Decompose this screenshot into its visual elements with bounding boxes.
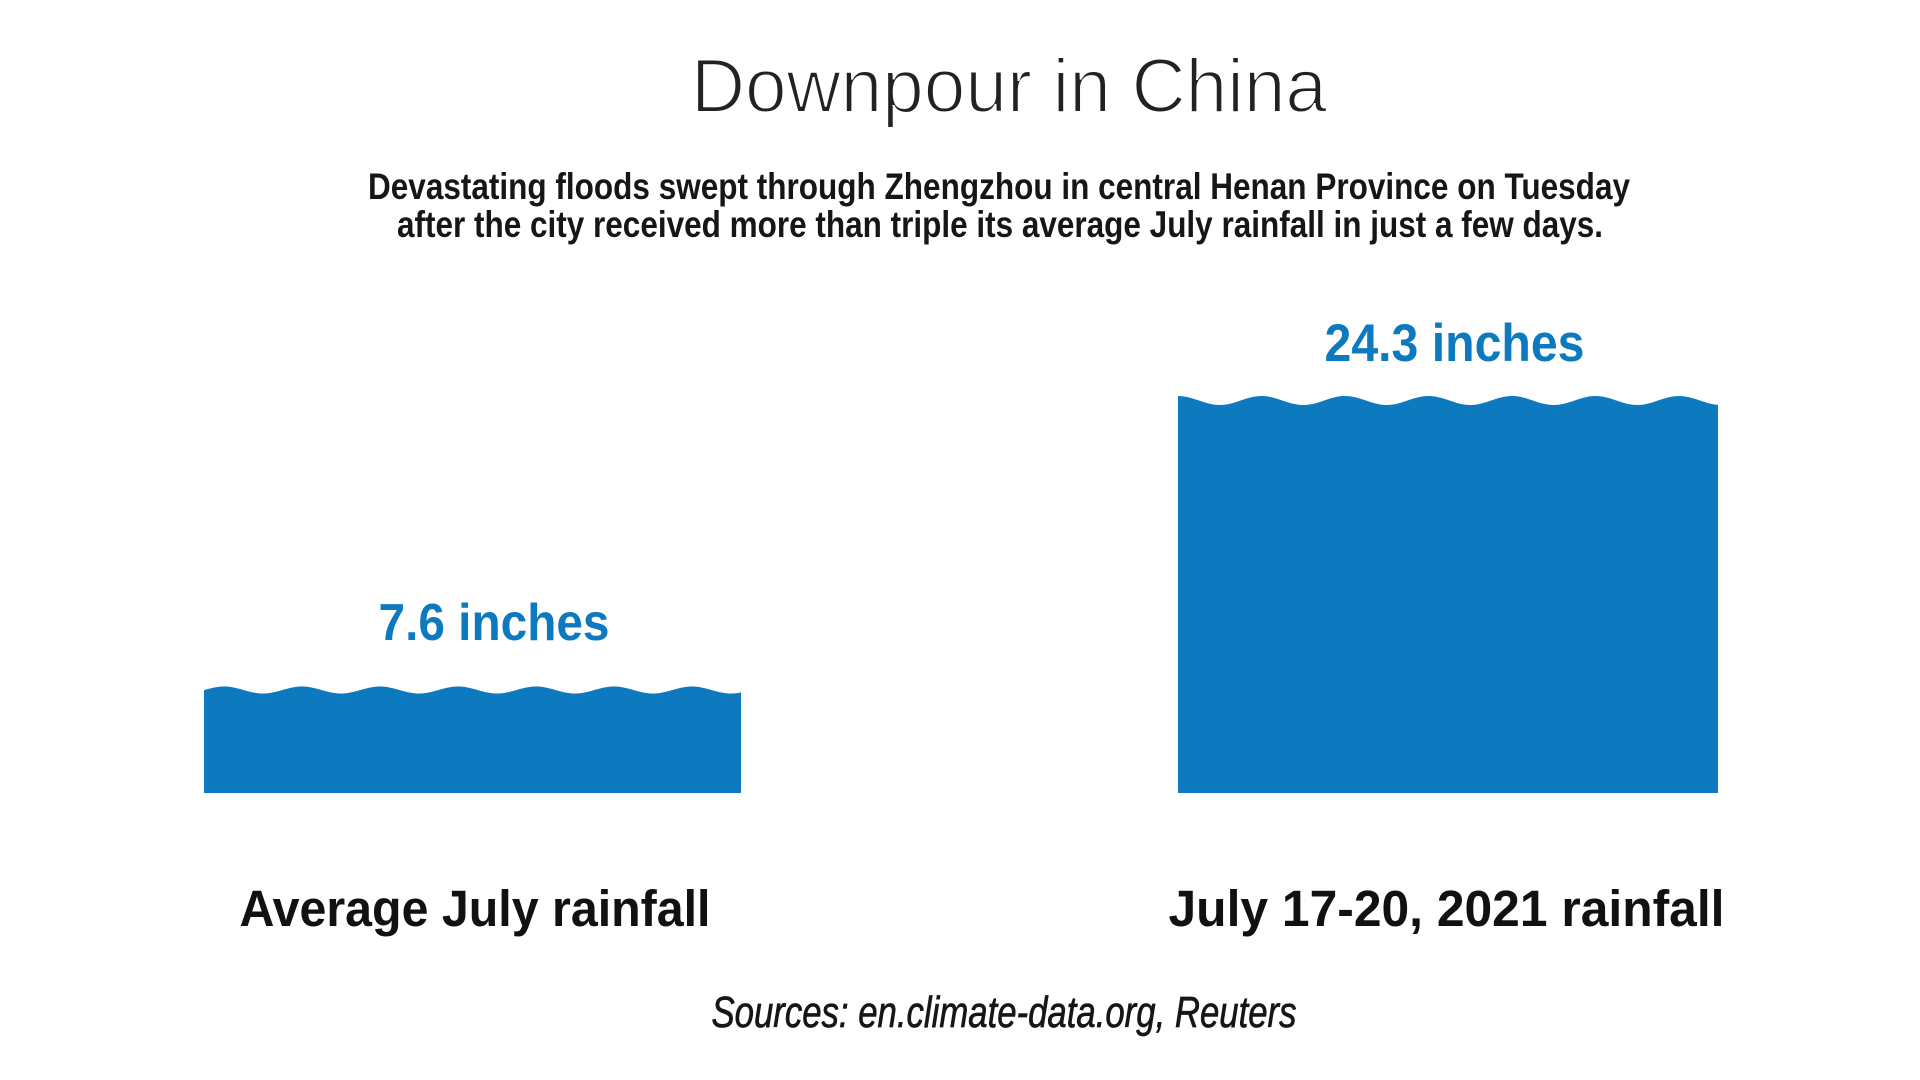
svg-text:Average July rainfall: Average July rainfall bbox=[240, 880, 711, 937]
svg-text:Sources: en.climate-data.org,: Sources: en.climate-data.org, Reuters bbox=[712, 988, 1297, 1037]
svg-text:Devastating floods swept throu: Devastating floods swept through Zhengzh… bbox=[368, 165, 1630, 207]
svg-text:after the city received more t: after the city received more than triple… bbox=[397, 203, 1603, 245]
svg-text:7.6 inches: 7.6 inches bbox=[379, 594, 610, 652]
svg-text:July 17-20, 2021 rainfall: July 17-20, 2021 rainfall bbox=[1169, 880, 1725, 937]
svg-text:24.3 inches: 24.3 inches bbox=[1325, 314, 1585, 373]
svg-text:Downpour in China: Downpour in China bbox=[691, 44, 1328, 129]
